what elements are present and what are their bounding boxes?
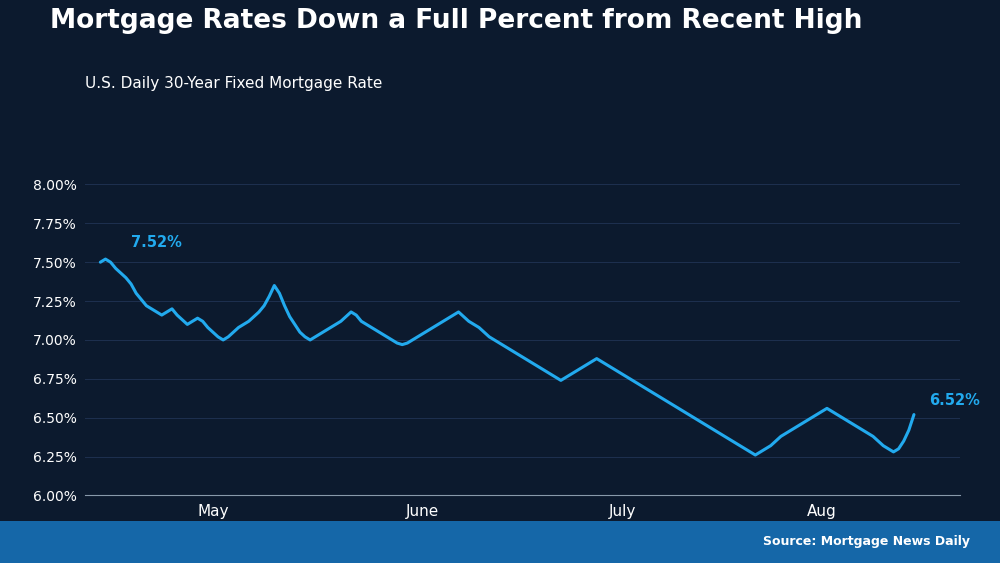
Text: Mortgage Rates Down a Full Percent from Recent High: Mortgage Rates Down a Full Percent from … xyxy=(50,8,862,34)
Text: Source: Mortgage News Daily: Source: Mortgage News Daily xyxy=(763,535,970,548)
Text: 6.52%: 6.52% xyxy=(929,394,980,408)
Text: U.S. Daily 30-Year Fixed Mortgage Rate: U.S. Daily 30-Year Fixed Mortgage Rate xyxy=(85,76,382,91)
Text: 7.52%: 7.52% xyxy=(131,235,182,250)
